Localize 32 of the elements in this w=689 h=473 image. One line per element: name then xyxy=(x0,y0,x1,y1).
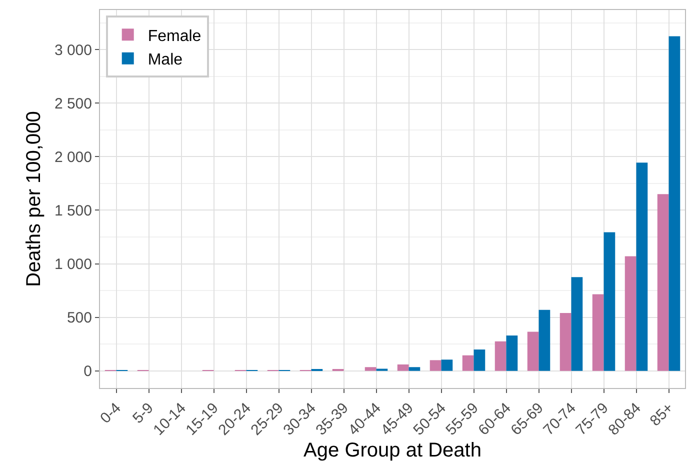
x-tick-label: 85+ xyxy=(646,399,678,430)
y-tick-label: 2 000 xyxy=(54,148,92,166)
bar xyxy=(604,232,616,371)
x-tick-label: 0-4 xyxy=(97,400,124,427)
bar xyxy=(474,349,486,371)
bar xyxy=(506,336,518,371)
legend-label: Male xyxy=(148,52,183,69)
y-tick-label: 500 xyxy=(66,310,92,327)
bar xyxy=(397,364,409,371)
y-tick-label: 1 000 xyxy=(54,256,92,274)
bar xyxy=(560,313,572,371)
y-tick-label: 1 500 xyxy=(54,202,92,220)
y-axis-title: Deaths per 100,000 xyxy=(22,111,45,287)
bar xyxy=(636,162,648,371)
bar xyxy=(657,194,669,371)
bar xyxy=(527,332,539,371)
y-tick-label: 2 500 xyxy=(54,95,92,112)
bar xyxy=(571,277,583,371)
x-axis-title: Age Group at Death xyxy=(304,439,482,462)
y-tick-label: 0 xyxy=(84,363,92,380)
bar xyxy=(430,360,442,371)
bar xyxy=(624,256,636,371)
bar xyxy=(592,294,604,371)
y-tick-label: 3 000 xyxy=(54,42,92,59)
bar xyxy=(494,341,506,371)
bar xyxy=(441,360,453,371)
bar xyxy=(364,367,376,371)
bar xyxy=(408,367,420,371)
bar xyxy=(668,36,680,371)
legend-label: Female xyxy=(148,28,202,45)
bar xyxy=(462,355,474,371)
bar xyxy=(538,310,550,371)
